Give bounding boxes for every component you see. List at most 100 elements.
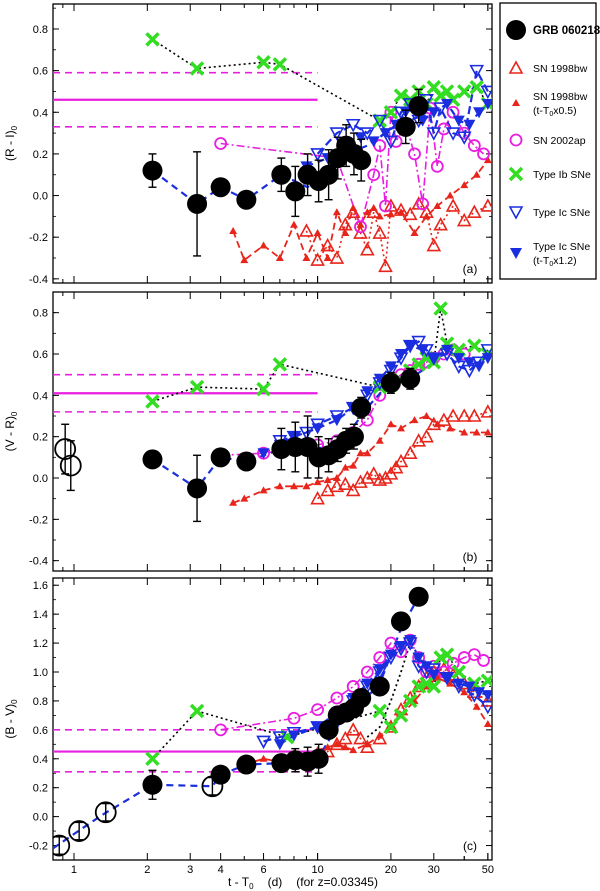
- point-grb: [142, 160, 163, 181]
- point-sn98: [378, 258, 393, 273]
- point-sn02: [330, 691, 344, 705]
- point-sn98s: [341, 743, 350, 751]
- point-ics: [463, 119, 476, 131]
- point-grb_open: [201, 775, 224, 798]
- y-axis-title: (R - I)0: [3, 125, 19, 161]
- point-sn98s: [313, 229, 322, 237]
- panel-c-frame: [52, 577, 493, 861]
- point-sn98s: [275, 482, 284, 490]
- point-sn02: [416, 197, 430, 211]
- legend-item-sn02: SN 2002ap: [509, 133, 586, 147]
- ytick-label: -0.2: [29, 841, 48, 853]
- point-sn98: [480, 693, 492, 707]
- point-sn98: [426, 416, 442, 431]
- point-ic: [329, 127, 345, 141]
- point-sn02: [477, 147, 490, 161]
- point-sn98: [466, 204, 482, 219]
- point-ics: [473, 107, 486, 119]
- point-sn98s: [302, 254, 311, 262]
- point-sn98s: [356, 449, 365, 457]
- point-grb: [318, 164, 339, 185]
- legend-item-ic: Type Ic SNe: [508, 206, 590, 220]
- point-ics: [420, 661, 433, 673]
- legend-marker-ib: [508, 166, 524, 182]
- point-sn98: [366, 204, 382, 219]
- point-sn02: [412, 357, 426, 371]
- point-sn98s: [302, 482, 311, 490]
- point-sn98s: [349, 746, 358, 754]
- point-grb: [236, 451, 257, 472]
- point-ics: [373, 664, 386, 676]
- point-ic: [310, 148, 325, 162]
- point-sn98: [419, 204, 434, 219]
- point-sn98: [480, 198, 492, 212]
- point-sn98: [466, 408, 482, 422]
- point-ib: [145, 751, 160, 767]
- point-sn98: [456, 212, 472, 227]
- point-sn02: [430, 160, 444, 173]
- xtick-label: 50: [482, 864, 494, 876]
- point-ics: [427, 669, 440, 681]
- point-grb: [271, 164, 292, 185]
- point-ic: [456, 131, 472, 145]
- ytick-label: 1.4: [33, 609, 48, 621]
- point-sn98s: [446, 191, 455, 199]
- point-sn98s: [356, 220, 365, 228]
- panel-label: (c): [463, 839, 477, 853]
- point-ib: [451, 664, 467, 680]
- point-grb_open: [94, 801, 117, 824]
- legend-label: SN 1998bw: [533, 63, 588, 75]
- panel-b: -0.4 -0.2 0.0 0.2 0.4 0.6 0.8 (V - R)0 (b): [3, 291, 493, 572]
- panel-label: (b): [463, 550, 478, 564]
- point-sn98: [320, 237, 336, 252]
- series-line-sn98: [317, 411, 489, 500]
- point-sn98: [426, 237, 442, 252]
- ytick-label: 0.0: [33, 812, 48, 824]
- series-line-grb_dot: [366, 642, 412, 738]
- point-sn98: [402, 445, 418, 460]
- point-grb_open: [54, 438, 77, 460]
- point-sn98s: [229, 226, 238, 234]
- ytick-label: 1.2: [33, 638, 48, 650]
- point-ics: [427, 353, 440, 365]
- point-sn98s: [446, 679, 455, 687]
- point-ics: [473, 687, 486, 699]
- point-grb_late: [408, 96, 429, 117]
- point-grb: [236, 189, 257, 210]
- point-ib: [145, 394, 160, 409]
- point-sn98: [393, 453, 409, 468]
- ytick-label: 0.6: [33, 725, 48, 737]
- point-sn98s: [240, 494, 249, 502]
- point-sn98: [353, 225, 368, 239]
- xtick-label: 20: [385, 864, 397, 876]
- point-ib: [469, 80, 484, 95]
- point-ics: [361, 386, 374, 398]
- point-sn98: [402, 206, 418, 221]
- legend-box: [499, 2, 597, 280]
- point-ics: [441, 98, 454, 110]
- legend-marker-ic: [508, 206, 524, 220]
- point-ics: [273, 739, 286, 751]
- point-ic: [345, 118, 361, 133]
- ytick-label: -0.2: [29, 232, 48, 244]
- panel-a-frame: [52, 3, 493, 284]
- point-grb: [285, 181, 306, 202]
- point-ics: [416, 115, 429, 127]
- legend-item-sn98: SN 1998bw: [508, 60, 588, 75]
- ytick-label: 1.6: [33, 580, 48, 592]
- xtick-label: 4: [218, 864, 224, 876]
- ytick-label: 0.8: [33, 696, 48, 708]
- legend-label: Type Ib SNe: [533, 169, 591, 181]
- point-ics: [384, 361, 397, 373]
- point-ib: [402, 693, 418, 709]
- point-sn98s: [375, 436, 384, 444]
- point-sn98: [378, 470, 393, 484]
- point-ib: [480, 673, 492, 688]
- point-ics: [452, 115, 465, 127]
- point-sn98s: [289, 482, 298, 490]
- point-sn98: [337, 730, 353, 745]
- point-grb_open: [53, 834, 71, 857]
- ytick-label: 0.0: [33, 191, 48, 203]
- point-ics: [452, 678, 465, 690]
